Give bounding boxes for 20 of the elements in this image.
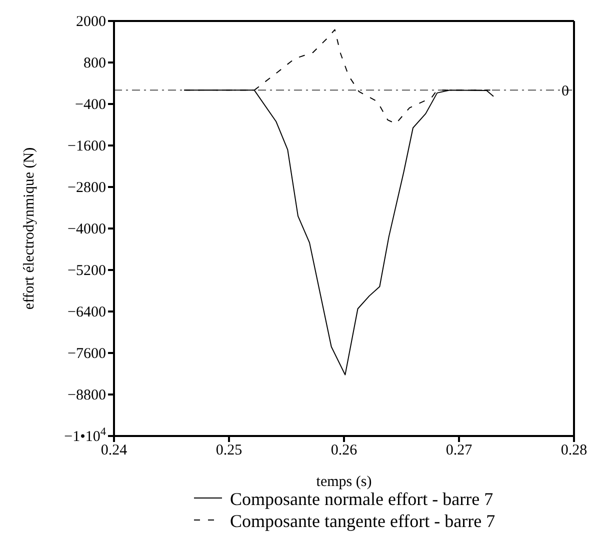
y-tick-label: −400 — [75, 97, 106, 113]
y-tick-label: −7600 — [68, 346, 106, 362]
x-tick-label: 0.27 — [446, 442, 473, 459]
y-axis-title: effort électrodynmique (N) — [21, 147, 38, 310]
x-tick-label: 0.25 — [216, 442, 242, 459]
legend-label: Composante tangente effort - barre 7 — [230, 510, 496, 532]
y-tick-label: −4000 — [68, 222, 106, 238]
x-tick-label: 0.28 — [560, 442, 588, 459]
y-tick-label: −8800 — [68, 388, 106, 404]
y-tick-label: −6400 — [68, 304, 106, 320]
y-tick-label: −1600 — [68, 138, 106, 154]
y-tick-label: 2000 — [76, 14, 106, 30]
y-tick-label: 800 — [84, 56, 106, 72]
legend-label: Composante normale effort - barre 7 — [230, 488, 494, 510]
y-tick-label: −5200 — [68, 263, 106, 279]
y-tick-label: −2800 — [68, 180, 106, 196]
y-tick-label: −1•10$^{4}$ — [64, 426, 106, 445]
x-tick-label: 0.24 — [100, 442, 128, 459]
x-axis-title: temps (s) — [316, 474, 372, 490]
x-tick-label: 0.26 — [330, 442, 358, 459]
